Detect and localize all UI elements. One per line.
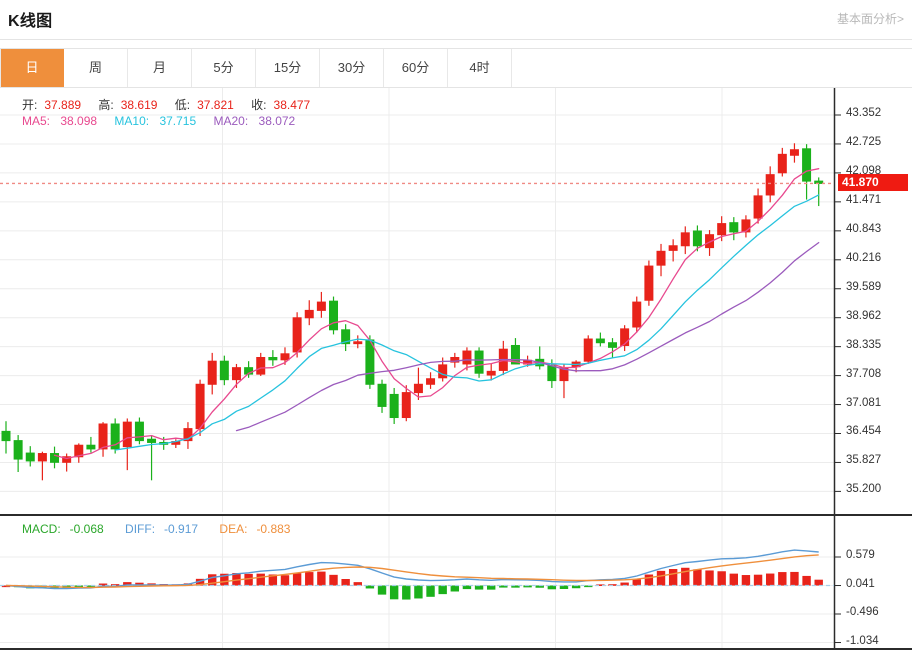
tab-1[interactable]: 周 — [64, 49, 128, 87]
page-header: K线图 基本面分析> — [0, 0, 912, 40]
tab-6[interactable]: 60分 — [384, 49, 448, 87]
page-title: K线图 — [8, 13, 53, 30]
tab-0[interactable]: 日 — [0, 49, 64, 87]
period-tabbar: 日周月 5分 15分 30分 60分 4时 — [0, 48, 912, 88]
tab-5[interactable]: 30分 — [320, 49, 384, 87]
chart-area: 开: 37.889 高: 38.619 低: 37.821 收: 38.477 MA5:… — [0, 88, 912, 650]
candlestick-plot[interactable] — [0, 88, 912, 514]
tab-4[interactable]: 15分 — [256, 49, 320, 87]
tab-3[interactable]: 5分 — [192, 49, 256, 87]
fundamental-analysis-link[interactable]: 基本面分析> — [836, 12, 904, 26]
price-pane[interactable]: 开: 37.889 高: 38.619 低: 37.821 收: 38.477 MA5:… — [0, 88, 912, 514]
macd-pane[interactable]: MACD: -0.068 DIFF: -0.917 DEA: -0.883 0.579… — [0, 514, 912, 650]
tabbar-filler — [512, 49, 912, 87]
tab-7[interactable]: 4时 — [448, 49, 512, 87]
current-price-badge: 41.870 — [838, 174, 908, 192]
tab-2[interactable]: 月 — [128, 49, 192, 87]
macd-plot[interactable] — [0, 516, 912, 650]
